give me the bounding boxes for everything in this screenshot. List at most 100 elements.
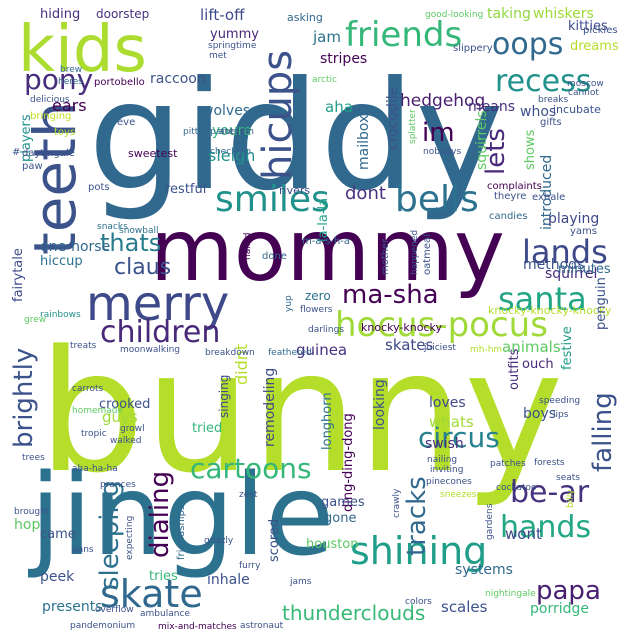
word-met: met [209,51,227,61]
word-overflow: overflow [95,605,134,615]
word-complaints: complaints [487,181,542,192]
word-recess: recess [495,64,592,99]
word-hocus-pocus: hocus-pocus [335,305,548,345]
word-trees: trees [22,453,45,463]
word-skates: skates [385,336,434,354]
word-hash: # [12,147,21,158]
word-wolves: wolves [202,103,251,119]
word-inhale: inhale [207,572,250,588]
word-ears: ears [52,96,87,115]
word-pots: pots [88,182,110,193]
word-outfits: outfits [507,348,522,390]
word-aha: aha [325,98,353,116]
word-knocky-knocky-knocky: knocky-knocky-knocky [488,304,612,317]
word-mix-and-matches: mix-and-matches [158,622,237,632]
word-whats: whats [429,413,474,431]
word-whos: whos [520,104,557,120]
word-snowball: snowball [119,226,159,236]
word-kitties: kitties [568,19,608,34]
word-bringing: bringing [30,111,72,122]
word-mailbox: mailbox [356,114,372,170]
word-delicious: delicious [30,95,70,105]
word-nailing: nailing [427,455,458,465]
word-claus: claus [114,255,172,280]
word-juiciest: juiciest [424,343,456,353]
word-daytingale: daytingale [22,148,75,159]
word-splatter: splatter [408,109,418,144]
word-ambulance: ambulance [140,609,190,619]
word-tries: tries [149,569,178,584]
word-youre: youre [212,123,252,139]
word-rivers: rivers [279,184,311,197]
word-wont: wont [505,525,542,543]
word-im: im [422,118,455,148]
word-singing: singing [217,374,231,418]
word-jams: jams [290,577,312,587]
word-asking: asking [287,11,323,24]
word-sleigh: sleigh [208,146,256,165]
word-exhale: exhale [532,192,566,203]
word-minutes: minutes [558,262,611,277]
word-crooked: crooked [99,397,151,412]
word-longhorn: longhorn [320,392,335,450]
word-yummy: yummy [210,27,259,42]
word-cannot: cannot [568,88,599,98]
word-giddy: giddy [88,50,505,224]
word-hedgehog: hedgehog [400,91,486,111]
word-knocky-knocky: knocky-knocky [361,321,442,334]
word-zero: zero [305,289,331,303]
word-breakdown: breakdown [205,348,255,358]
word-flowers: flowers [300,305,333,315]
word-whiskers: whiskers [533,6,594,22]
word-lift-off: lift-off [200,6,245,24]
word-check-up: check-up [210,147,252,157]
word-sweetest: sweetest [128,147,178,160]
word-ma-sha: ma-sha [342,280,439,310]
word-penguin: penguin [594,277,609,330]
word-games: games [321,495,365,510]
word-came: came [40,527,76,542]
word-good-looking: good-looking [425,10,484,20]
word-carrots: carrots [72,384,104,394]
word-pickles: pickles [583,25,618,36]
word-nobodys: nobodys [423,147,462,157]
word-brightly: brightly [9,347,39,448]
word-incubate: incubate [553,103,601,116]
word-swish: swish [425,436,464,452]
word-hiding: hiding [40,7,81,22]
word-hicups: hicups [255,49,301,180]
word-papa: papa [536,576,601,606]
word-astronaut: astronaut [240,621,284,631]
word-crawly: crawly [392,488,402,518]
word-inviting: inviting [430,465,464,475]
word-mother: mother [380,238,391,275]
word-cartoons: cartoons [190,452,312,485]
word-cockatoo: cockatoo [496,483,537,493]
word-presents: presents [42,599,103,615]
word-nailed: nailed [243,232,253,260]
word-sneezes: sneezes [440,490,477,500]
word-methods: methods [523,257,585,273]
word-porridge: porridge [530,601,589,617]
word-raccoon: raccoon [150,71,206,87]
word-squirrels: squirrels [474,110,490,170]
word-walked: walked [110,436,142,446]
word-thats: thats [100,229,162,257]
word-circus: circus [418,421,500,454]
word-ouch: ouch [522,357,554,372]
word-scored: scored [267,518,282,562]
word-prances: prances [100,480,136,490]
word-doorstep: doorstep [96,7,150,21]
word-stripes: stripes [320,51,368,67]
word-snacks: snacks [97,222,128,232]
word-systems: systems [455,562,513,578]
word-pans: pans [72,545,94,555]
word-portobello: portobello [94,77,145,88]
word-remodeling: remodeling [262,367,278,447]
word-skate: skate [100,572,203,616]
word-eve: eve [117,117,136,128]
word-merry: merry [86,276,230,332]
word-heres: heres [58,77,83,87]
word-bunny: bunny [38,314,564,510]
